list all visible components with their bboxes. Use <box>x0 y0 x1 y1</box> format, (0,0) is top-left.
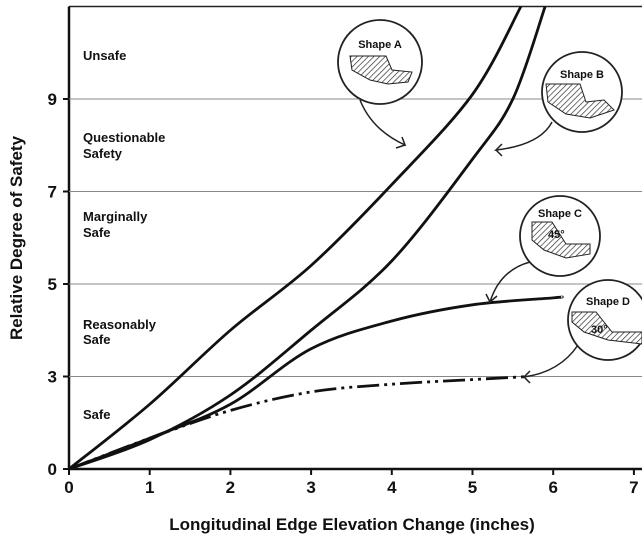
x-tick-label: 3 <box>306 478 315 497</box>
page: Relative Degree of Safety Longitudinal E… <box>0 0 642 540</box>
x-tick-label: 1 <box>145 478 154 497</box>
y-axis-title: Relative Degree of Safety <box>7 135 26 340</box>
series-line <box>69 7 521 470</box>
series-label: Shape A <box>358 39 402 51</box>
lines <box>69 7 562 470</box>
x-tick-label: 5 <box>468 478 477 497</box>
region-label: Safe <box>83 225 110 240</box>
angle-label: 45° <box>548 229 565 241</box>
series-label: Shape D <box>586 296 630 308</box>
chart: Relative Degree of Safety Longitudinal E… <box>0 0 642 540</box>
x-tick-label: 7 <box>629 478 638 497</box>
region-label: Questionable <box>83 130 165 145</box>
arrow <box>486 262 530 302</box>
arrow <box>360 100 405 148</box>
region-label: Safety <box>83 146 123 161</box>
x-tick-label: 6 <box>548 478 557 497</box>
x-axis-title: Longitudinal Edge Elevation Change (inch… <box>169 515 535 534</box>
arrow <box>524 345 578 383</box>
series-label: Shape B <box>560 69 604 81</box>
region-label: Safe <box>83 407 110 422</box>
region-label: Safe <box>83 332 110 347</box>
region-label: Unsafe <box>83 48 126 63</box>
y-tick-label: 3 <box>48 368 57 387</box>
y-tick-label: 5 <box>48 275 57 294</box>
x-tick-label: 0 <box>64 478 73 497</box>
x-tick-label: 4 <box>387 478 397 497</box>
series-line <box>69 7 545 470</box>
y-tick-label: 0 <box>48 460 57 479</box>
arrow <box>496 122 552 156</box>
y-tick-label: 9 <box>48 90 57 109</box>
x-tick-label: 2 <box>226 478 235 497</box>
series-label: Shape C <box>538 208 582 220</box>
region-label: Marginally <box>83 209 148 224</box>
series-line <box>69 377 529 470</box>
angle-label: 30° <box>591 324 608 336</box>
region-label: Reasonably <box>83 317 157 332</box>
y-tick-label: 7 <box>48 183 57 202</box>
